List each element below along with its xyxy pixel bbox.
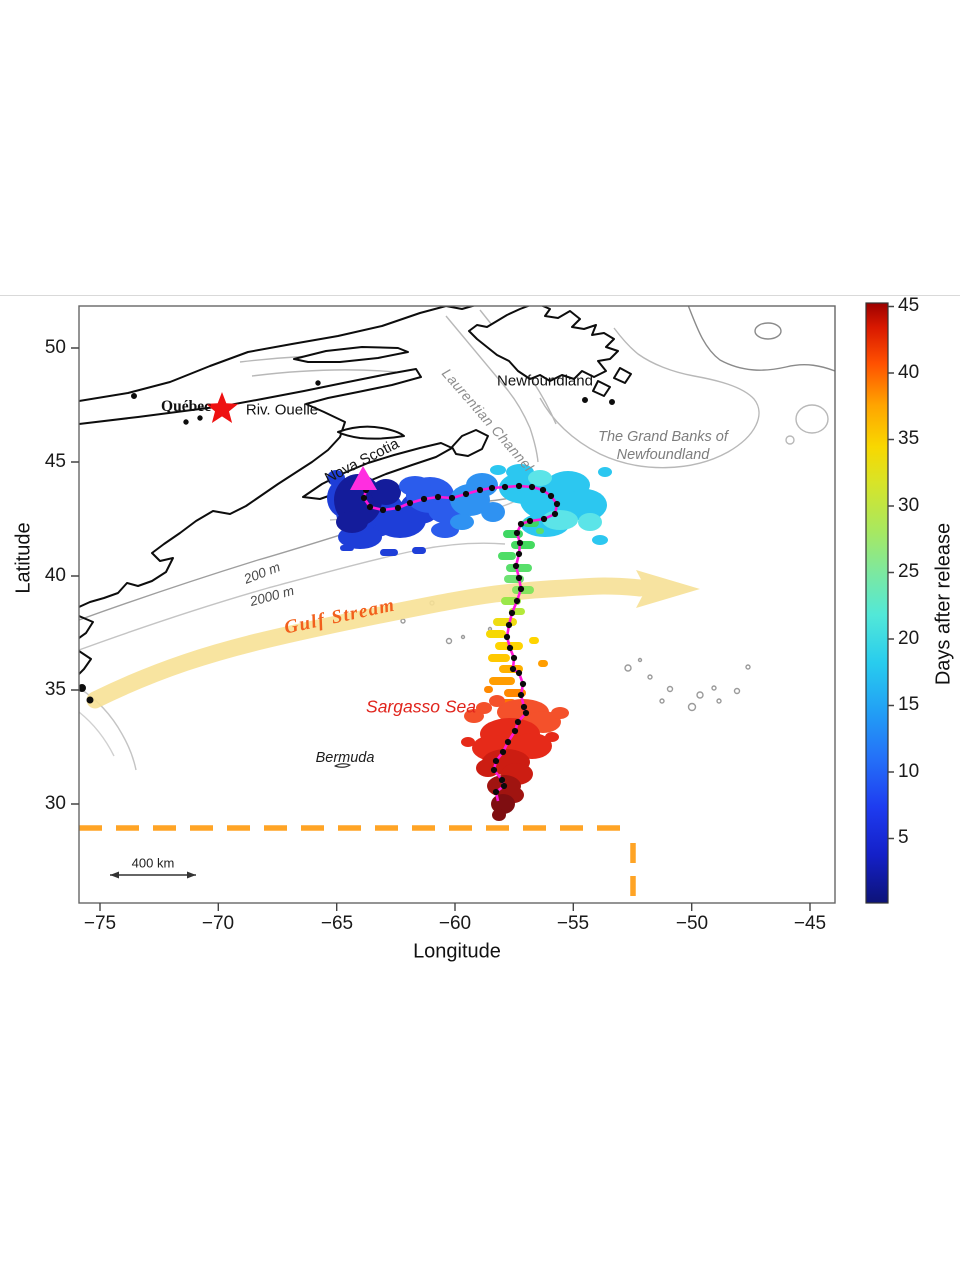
label-riv-ouelle: Riv. Ouelle <box>245 401 319 419</box>
label-bermuda: Bermuda <box>315 750 375 766</box>
cb-tick-30: 30 <box>898 495 920 516</box>
release-start-triangle-icon <box>350 466 377 490</box>
release-site-star-icon <box>205 392 239 423</box>
cb-tick-20: 20 <box>898 628 920 649</box>
detection-dashes-orange <box>484 660 548 707</box>
x-axis-title: Longitude <box>413 940 501 963</box>
x-tick--45: −45 <box>793 913 827 934</box>
label-newfoundland: Newfoundland <box>497 372 593 390</box>
label-sargasso-sea: Sargasso Sea <box>366 696 476 717</box>
axis-ticks <box>71 347 811 911</box>
cb-tick-10: 10 <box>898 761 920 782</box>
detection-cloud-blue <box>327 470 505 556</box>
scale-bar <box>110 871 196 879</box>
y-axis-title: Latitude <box>12 522 35 594</box>
gulf-stream-ribbon <box>86 570 700 709</box>
y-tick-30: 30 <box>44 793 66 814</box>
detection-cloud-red <box>461 695 569 821</box>
cb-tick-45: 45 <box>898 295 920 316</box>
colorbar-ticks <box>888 305 894 840</box>
y-tick-35: 35 <box>44 679 66 700</box>
cb-tick-35: 35 <box>898 428 920 449</box>
map-frame <box>78 305 836 904</box>
label-grand-banks: The Grand Banks of Newfoundland <box>598 428 728 464</box>
label-scale-bar: 400 km <box>131 855 175 871</box>
cb-tick-40: 40 <box>898 362 920 383</box>
label-grand-banks-line1: The Grand Banks of <box>598 428 728 445</box>
cb-tick-15: 15 <box>898 694 920 715</box>
coastlines <box>79 306 632 768</box>
y-tick-40: 40 <box>44 565 66 586</box>
y-tick-45: 45 <box>44 451 66 472</box>
colorbar <box>865 302 889 904</box>
cb-tick-25: 25 <box>898 561 920 582</box>
x-tick--50: −50 <box>675 913 709 934</box>
gulf-stream-arrowhead-icon <box>636 570 700 608</box>
migration-track-dots <box>358 477 561 796</box>
x-tick--65: −65 <box>320 913 354 934</box>
bermuda-islet <box>334 763 351 768</box>
x-tick--70: −70 <box>201 913 235 934</box>
colorbar-title: Days after release <box>932 522 955 686</box>
x-tick--55: −55 <box>556 913 590 934</box>
x-tick--75: −75 <box>83 913 117 934</box>
figure-top-border <box>0 295 960 296</box>
orange-boundary-line <box>79 825 636 900</box>
cb-tick-5: 5 <box>898 827 909 848</box>
label-quebec: Québec <box>161 398 211 415</box>
label-grand-banks-line2: Newfoundland <box>616 447 710 463</box>
y-tick-50: 50 <box>44 337 66 358</box>
detection-cloud-cyan <box>490 464 612 545</box>
x-tick--60: −60 <box>438 913 472 934</box>
